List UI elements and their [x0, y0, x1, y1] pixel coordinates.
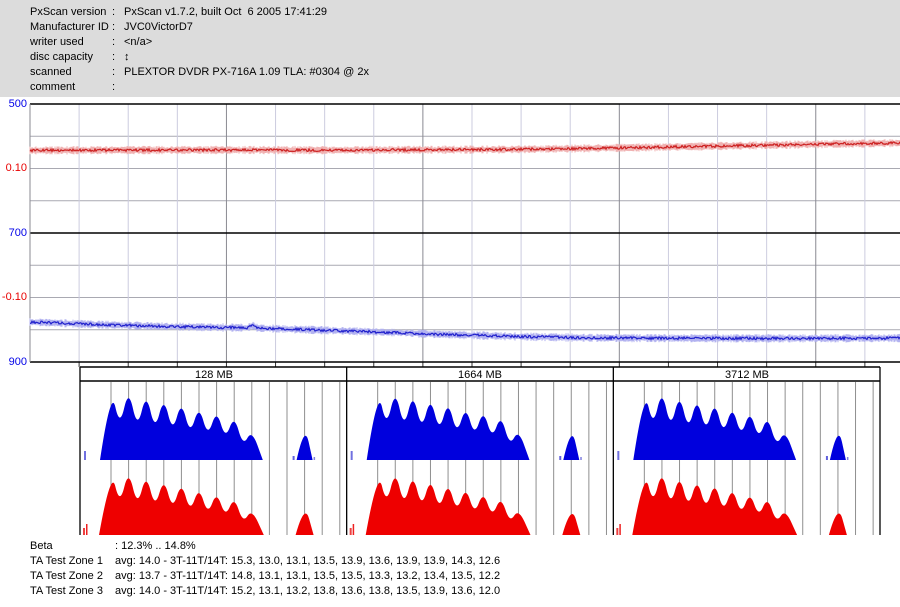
info-row-scanned: scanned: PLEXTOR DVDR PX-716A 1.09 TLA: #…: [30, 66, 369, 79]
y-axis-label-900: 900: [8, 356, 27, 368]
beta-range-row: Beta : 12.3% .. 14.8%: [30, 540, 196, 553]
ta-zone-1-row: TA Test Zone 1 avg: 14.0 - 3T-11T/14T: 15…: [30, 555, 500, 568]
ta-zone-3-row: TA Test Zone 3 avg: 14.0 - 3T-11T/14T: 15…: [30, 585, 500, 598]
y-axis-label-500: 500: [8, 98, 27, 110]
info-label: comment: [30, 81, 76, 93]
footer-value: avg: 14.0 - 3T-11T/14T: 15.2, 13.1, 13.2…: [115, 585, 501, 597]
info-row-version: PxScan version: PxScan v1.7.2, built Oct …: [30, 6, 327, 19]
histogram-panel-label-1: 128 MB: [195, 369, 233, 381]
info-colon: :: [112, 66, 116, 78]
info-row-manufacturer: Manufacturer ID: JVC0VictorD7: [30, 21, 193, 34]
info-value: JVC0VictorD7: [124, 21, 193, 33]
footer-label: TA Test Zone 2: [30, 570, 103, 582]
footer-value: : 12.3% .. 14.8%: [115, 540, 196, 552]
footer-label: TA Test Zone 3: [30, 585, 103, 597]
y-axis-label-neg010: -0.10: [1, 291, 27, 303]
info-value: PxScan v1.7.2, built Oct 6 2005 17:41:29: [124, 6, 328, 18]
info-label: PxScan version: [30, 6, 107, 18]
info-colon: :: [112, 81, 116, 93]
info-colon: :: [112, 6, 116, 18]
footer-value: avg: 14.0 - 3T-11T/14T: 15.3, 13.0, 13.1…: [115, 555, 501, 567]
footer-value: avg: 13.7 - 3T-11T/14T: 14.8, 13.1, 13.1…: [115, 570, 501, 582]
scan-info-header: PxScan version: PxScan v1.7.2, built Oct …: [0, 0, 900, 97]
footer-label: TA Test Zone 1: [30, 555, 103, 567]
y-axis-label-010: 0.10: [5, 162, 27, 174]
info-label: Manufacturer ID: [30, 21, 109, 33]
info-value: PLEXTOR DVDR PX-716A 1.09 TLA: #0304 @ 2…: [124, 66, 369, 78]
info-label: writer used: [30, 36, 84, 48]
histogram-panel-label-2: 1664 MB: [457, 369, 503, 381]
y-axis-label-700: 700: [8, 227, 27, 239]
info-row-writer: writer used: <n/a>: [30, 36, 152, 49]
histogram-panel-label-3: 3712 MB: [724, 369, 770, 381]
info-value: <n/a>: [124, 36, 153, 48]
ta-zone-2-row: TA Test Zone 2 avg: 13.7 - 3T-11T/14T: 14…: [30, 570, 500, 583]
info-row-capacity: disc capacity: ↕: [30, 51, 130, 64]
info-colon: :: [112, 36, 116, 48]
info-colon: :: [112, 51, 116, 63]
info-label: scanned: [30, 66, 72, 78]
info-label: disc capacity: [30, 51, 93, 63]
footer-label: Beta: [30, 540, 53, 552]
info-value: ↕: [124, 51, 130, 63]
info-colon: :: [112, 21, 116, 33]
info-row-comment: comment:: [30, 81, 124, 94]
